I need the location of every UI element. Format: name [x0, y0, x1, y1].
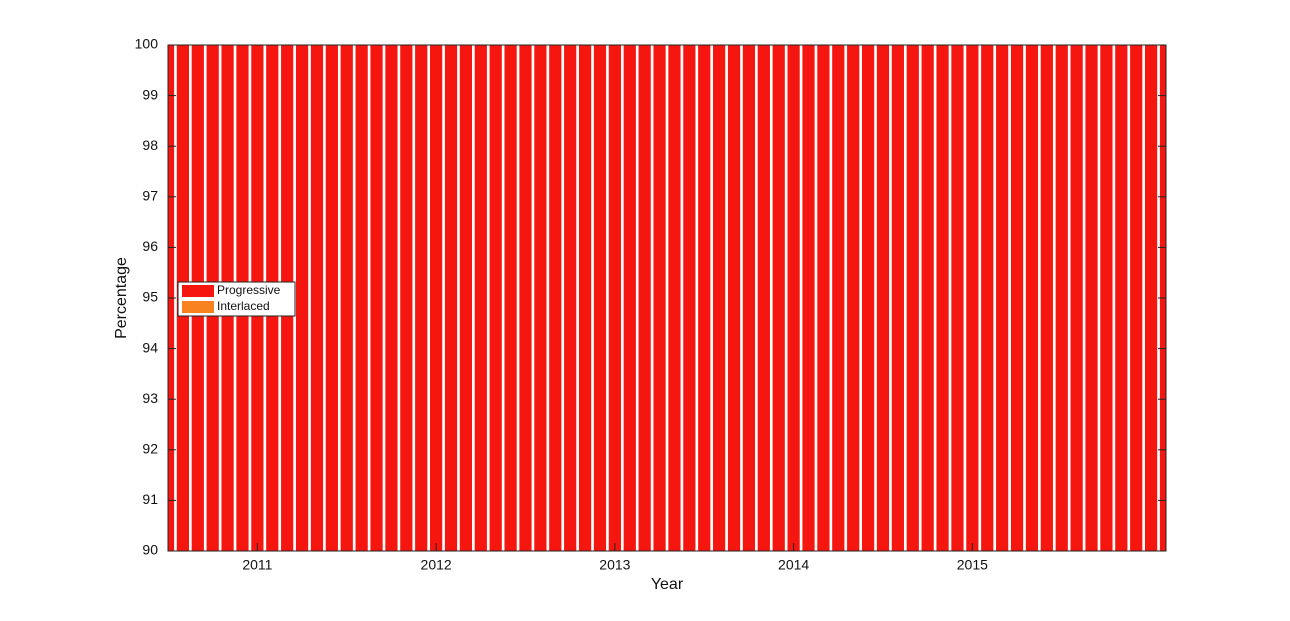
bar-segment [1025, 45, 1039, 551]
bar-segment [519, 45, 532, 551]
y-tick-label: 100 [135, 36, 159, 52]
bar-segment [757, 45, 770, 551]
bar-segment [787, 45, 800, 551]
bar-segment [966, 45, 979, 551]
bar-segment [1010, 45, 1024, 551]
legend-swatch [182, 285, 214, 297]
bar-segment [1055, 45, 1068, 551]
bar-segment [683, 45, 696, 551]
bar-segment [742, 45, 756, 551]
bar-segment [772, 45, 785, 551]
bar-segment [668, 45, 681, 551]
bar-segment [891, 45, 904, 551]
bar-segment [295, 45, 309, 551]
bar-segment [578, 45, 592, 551]
y-tick-label: 91 [142, 491, 158, 507]
bar-segment [727, 45, 741, 551]
y-tick-label: 97 [142, 188, 158, 204]
bar-segment [906, 45, 919, 551]
bar-segment [936, 45, 949, 551]
bar-segment [176, 45, 190, 551]
x-tick-label: 2011 [242, 557, 272, 573]
y-tick-label: 92 [142, 441, 158, 457]
bar-segment [489, 45, 502, 551]
bar-segment [1100, 45, 1113, 551]
bar-segment [921, 45, 934, 551]
bar-segment [623, 45, 636, 551]
bar-segment [251, 45, 264, 551]
bar-segment [713, 45, 726, 551]
x-tick-label: 2013 [599, 557, 630, 573]
bar-segment [876, 45, 890, 551]
bar-segment [832, 45, 845, 551]
legend-label: Progressive [217, 283, 281, 297]
bar-segment [236, 45, 249, 551]
y-tick-label: 93 [142, 390, 158, 406]
bar-segment [1144, 45, 1158, 551]
legend-label: Interlaced [217, 299, 270, 313]
bar-segment [355, 45, 368, 551]
bar-segment [474, 45, 487, 551]
bar-segment [221, 45, 234, 551]
bar-segment [1085, 45, 1098, 551]
bar-segment [325, 45, 338, 551]
x-axis-title: Year [651, 576, 684, 593]
bar-segment [1070, 45, 1083, 551]
bar-segment [1130, 45, 1143, 551]
bar-segment [504, 45, 517, 551]
bar-segment [564, 45, 577, 551]
bar-segment [444, 45, 458, 551]
bar-segment [370, 45, 383, 551]
bar-segment [415, 45, 428, 551]
bar-segment [653, 45, 666, 551]
bar-segment [698, 45, 711, 551]
bar-segment [400, 45, 413, 551]
bar-segment [281, 45, 294, 551]
bar-segment [996, 45, 1009, 551]
legend-swatch [182, 301, 214, 313]
bar-segment [459, 45, 473, 551]
bar-segment [310, 45, 324, 551]
x-tick-label: 2015 [957, 557, 988, 573]
y-tick-label: 90 [142, 542, 158, 558]
x-tick-label: 2012 [421, 557, 452, 573]
bar-segment [534, 45, 547, 551]
bar-segment [385, 45, 398, 551]
bar-segment [191, 45, 204, 551]
y-tick-label: 95 [142, 289, 158, 305]
bar-segment [266, 45, 279, 551]
bar-segment [206, 45, 219, 551]
bar-segment [638, 45, 651, 551]
bar-segment [1115, 45, 1128, 551]
x-tick-label: 2014 [778, 557, 809, 573]
bar-segment [847, 45, 860, 551]
y-tick-label: 99 [142, 86, 158, 102]
bar-segment [817, 45, 830, 551]
bar-segment [549, 45, 562, 551]
bar-segment [861, 45, 875, 551]
y-tick-label: 94 [142, 339, 158, 355]
bar-segment [608, 45, 621, 551]
bar-segment [593, 45, 607, 551]
bar-segment [340, 45, 353, 551]
y-tick-label: 96 [142, 238, 158, 254]
bar-segment [1040, 45, 1053, 551]
bar-segment [430, 45, 443, 551]
y-axis-title: Percentage [113, 257, 130, 339]
bar-segment [802, 45, 815, 551]
bars [168, 45, 1166, 551]
bar-segment [951, 45, 964, 551]
y-tick-label: 98 [142, 137, 158, 153]
bar-segment [981, 45, 994, 551]
